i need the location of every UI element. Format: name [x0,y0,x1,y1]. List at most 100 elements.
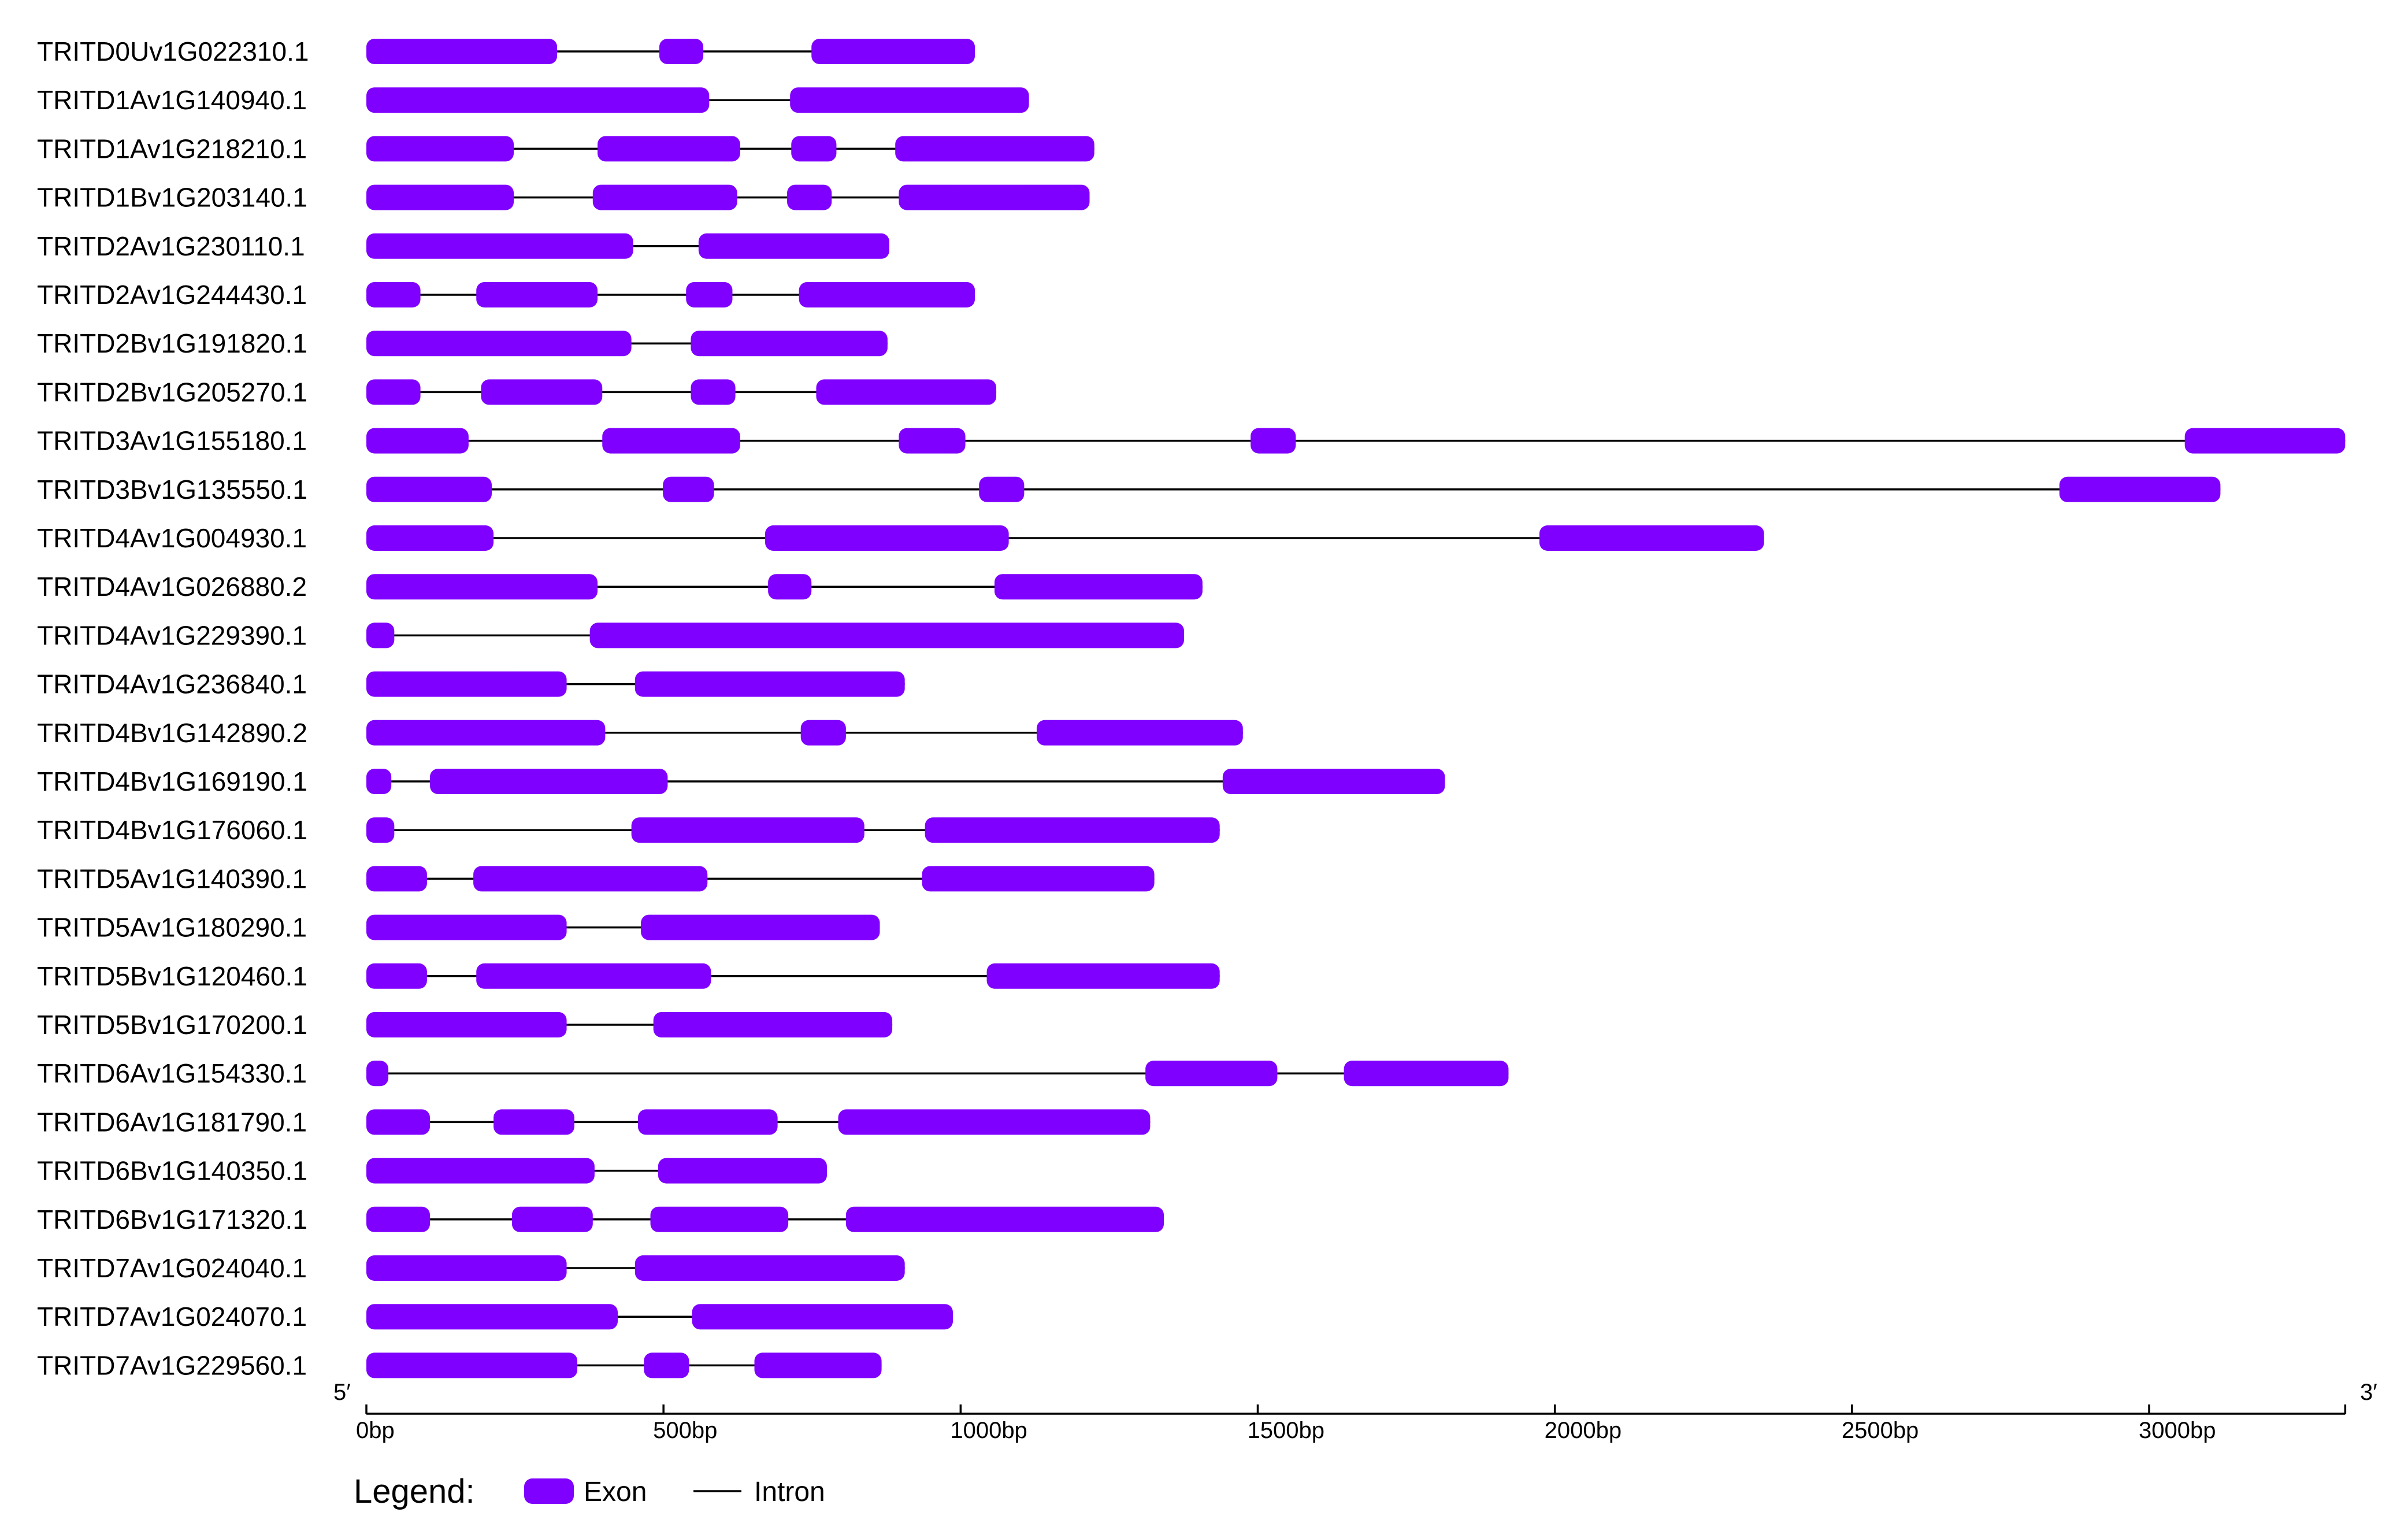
gene-row: TRITD2Bv1G205270.1 [37,377,997,407]
exon-box [366,136,514,162]
gene-row: TRITD2Av1G244430.1 [37,280,975,310]
gene-row: TRITD0Uv1G022310.1 [37,36,975,66]
exon-box [1222,769,1445,794]
exon-box [366,39,558,64]
exon-box [366,1012,567,1037]
gene-label: TRITD2Av1G230110.1 [37,231,305,261]
exon-box [366,574,598,600]
bp-axis: 5′ 3′ 0bp 500bp 1000bp 1500bp 2000bp 2500bp 30… [333,1380,2377,1443]
exon-box [366,428,469,454]
exon-box [653,1012,893,1037]
exon-box [663,476,714,502]
legend: Legend: Exon Intron [354,1473,825,1510]
gene-row: TRITD7Av1G024040.1 [37,1253,905,1283]
exon-box [925,817,1220,843]
exon-box [366,817,395,843]
legend-exon-label: Exon [584,1477,647,1507]
exon-box [494,1109,574,1135]
exon-box [641,914,880,940]
exon-box [476,963,711,989]
gene-row: TRITD1Bv1G203140.1 [37,183,1090,213]
exon-box [838,1109,1151,1135]
tick-label: 2000bp [1545,1418,1622,1443]
gene-label: TRITD1Av1G140940.1 [37,85,307,115]
exon-box [650,1206,789,1232]
exon-box [635,671,905,697]
exon-box [790,87,1029,113]
exon-box [658,1158,827,1184]
exon-box [1251,428,1296,454]
gene-row: TRITD4Av1G229390.1 [37,620,1184,650]
gene-label: TRITD6Bv1G140350.1 [37,1156,307,1186]
gene-row: TRITD6Av1G181790.1 [37,1107,1151,1137]
gene-row: TRITD4Bv1G169190.1 [37,766,1445,796]
exon-box [366,184,514,210]
three-prime-label: 3′ [2360,1380,2377,1405]
exon-box [816,379,997,405]
gene-label: TRITD7Av1G229560.1 [37,1350,307,1380]
gene-label: TRITD2Bv1G191820.1 [37,328,307,358]
exon-box [602,428,740,454]
gene-rows: TRITD0Uv1G022310.1 TRITD1Av1G140940.1 TRIT… [37,36,2346,1380]
gene-label: TRITD2Av1G244430.1 [37,280,307,310]
gene-label: TRITD3Bv1G135550.1 [37,475,307,505]
exon-box [768,574,812,600]
exon-box [1539,525,1764,551]
exon-box [366,331,632,357]
exon-box [899,184,1090,210]
gene-label: TRITD7Av1G024040.1 [37,1253,307,1283]
exon-box [511,1206,593,1232]
gene-row: TRITD3Bv1G135550.1 [37,475,2221,505]
exon-box [895,136,1094,162]
exon-box [698,233,889,259]
gene-label: TRITD4Av1G004930.1 [37,523,307,553]
exon-box [366,87,710,113]
exon-box [366,866,427,892]
gene-label: TRITD5Bv1G170200.1 [37,1010,307,1040]
gene-row: TRITD5Bv1G170200.1 [37,1010,893,1040]
gene-row: TRITD4Av1G004930.1 [37,523,1764,553]
gene-label: TRITD3Av1G155180.1 [37,426,307,456]
exon-box [366,1061,389,1087]
gene-label: TRITD6Av1G154330.1 [37,1058,307,1088]
exon-box [644,1352,689,1378]
gene-row: TRITD4Av1G236840.1 [37,669,905,699]
gene-label: TRITD6Av1G181790.1 [37,1107,307,1137]
gene-label: TRITD4Av1G026880.2 [37,572,307,602]
tick-label: 0bp [356,1418,395,1443]
exon-box [366,1158,595,1184]
gene-label: TRITD5Av1G140390.1 [37,863,307,894]
gene-row: TRITD4Bv1G176060.1 [37,815,1220,845]
exon-box [635,1255,905,1281]
gene-label: TRITD1Av1G218210.1 [37,134,307,164]
legend-exon-swatch [524,1478,574,1504]
exon-box [1344,1061,1509,1087]
exon-box [430,769,668,794]
exon-box [691,379,736,405]
exon-box [366,1109,431,1135]
exon-box [366,1206,431,1232]
exon-box [787,184,832,210]
exon-box [754,1352,882,1378]
exon-box [476,282,598,307]
gene-row: TRITD2Av1G230110.1 [37,231,889,261]
exon-box [366,671,567,697]
exon-box [366,1255,567,1281]
legend-title: Legend: [354,1473,475,1510]
five-prime-label: 5′ [333,1380,351,1405]
legend-intron-label: Intron [754,1477,825,1507]
exon-box [481,379,603,405]
tick-label: 1000bp [950,1418,1027,1443]
exon-box [589,622,1184,648]
gene-row: TRITD1Av1G218210.1 [37,134,1094,164]
exon-box [366,769,392,794]
gene-label: TRITD4Av1G236840.1 [37,669,307,699]
exon-box [686,282,733,307]
gene-label: TRITD4Bv1G169190.1 [37,766,307,796]
exon-box [994,574,1203,600]
exon-box [637,1109,778,1135]
gene-row: TRITD6Av1G154330.1 [37,1058,1509,1088]
tick-label: 500bp [653,1418,717,1443]
exon-box [366,525,494,551]
